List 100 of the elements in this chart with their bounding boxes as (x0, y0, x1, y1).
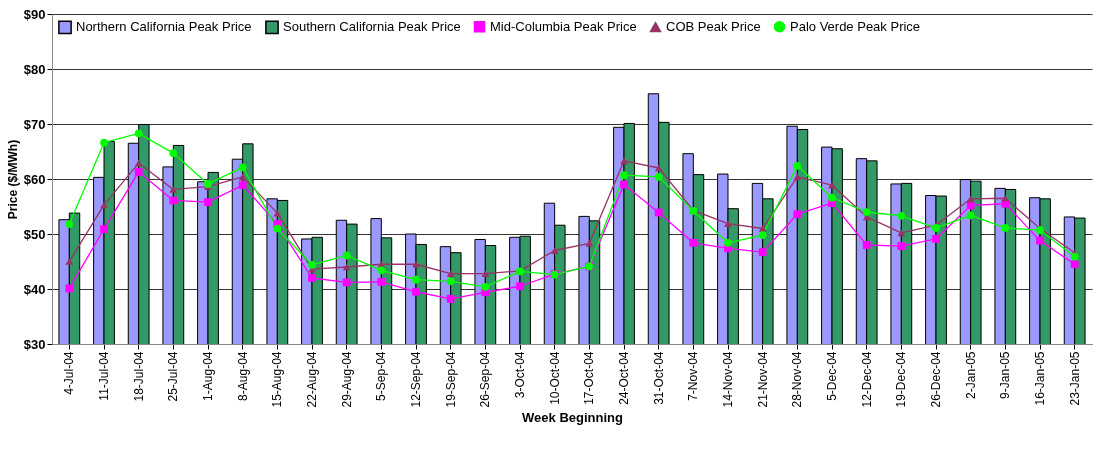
point (966, 201, 975, 210)
point (793, 173, 802, 181)
x-tick-label: 19-Dec-04 (894, 351, 909, 408)
point (169, 196, 178, 205)
point (342, 278, 351, 287)
point (966, 195, 975, 203)
point (862, 241, 871, 249)
point (724, 238, 732, 247)
point (897, 211, 906, 220)
x-tick-label: 5-Sep-04 (374, 351, 389, 401)
point (793, 210, 802, 219)
x-tick-label: 14-Nov-04 (721, 351, 735, 408)
point (238, 173, 247, 181)
point (620, 171, 628, 180)
legend-label: Northern California Peak Price (76, 19, 252, 35)
x-tick-label: 12-Dec-04 (859, 351, 874, 408)
x-tick-label: 8-Aug-04 (235, 351, 250, 401)
point (897, 242, 906, 250)
y-axis-title: Price ($/MWh) (5, 139, 20, 220)
point (1070, 252, 1079, 261)
x-tick-label: 29-Aug-04 (339, 351, 354, 408)
x-tick-label: 9-Jan-05 (998, 351, 1013, 399)
point (481, 270, 490, 277)
x-tick-label: 25-Jul-04 (166, 351, 181, 402)
point (654, 172, 663, 181)
point (308, 274, 316, 282)
x-tick-label: 15-Aug-04 (270, 351, 285, 408)
point (238, 163, 247, 172)
y-tick-label: $90 (23, 6, 46, 22)
point (689, 238, 698, 247)
point (862, 208, 871, 216)
x-tick-label: 7-Nov-04 (686, 351, 701, 401)
point (273, 224, 282, 233)
x-tick-label: 1-Aug-04 (201, 351, 215, 401)
y-tick-label: $80 (23, 61, 46, 77)
point (377, 266, 386, 275)
point (1001, 194, 1010, 202)
point (828, 193, 836, 202)
point (65, 220, 74, 228)
point (204, 198, 212, 206)
point (169, 186, 178, 193)
x-tick-label: 26-Sep-04 (478, 351, 493, 408)
point (65, 284, 74, 293)
y-tick-label: $40 (23, 281, 46, 297)
point (100, 225, 108, 233)
x-tick-label: 26-Dec-04 (929, 351, 943, 408)
point (377, 277, 386, 286)
x-tick-label: 12-Sep-04 (409, 351, 423, 408)
x-tick-label: 5-Dec-04 (825, 351, 839, 401)
point (758, 231, 767, 239)
point (758, 248, 767, 257)
point (238, 181, 247, 189)
point (620, 180, 628, 189)
legend-label: COB Peak Price (666, 19, 761, 35)
point (724, 220, 732, 227)
point (169, 149, 178, 158)
legend-label: Mid-Columbia Peak Price (490, 18, 637, 34)
point (897, 229, 906, 237)
point (932, 235, 940, 243)
point (758, 225, 767, 232)
point (1036, 236, 1044, 245)
point (100, 201, 108, 209)
point (412, 275, 420, 284)
point (100, 138, 108, 147)
x-tick-label: 18-Jul-04 (131, 351, 146, 402)
point (516, 282, 524, 291)
point (134, 129, 143, 138)
point (481, 282, 490, 291)
x-tick-label: 17-Oct-04 (582, 351, 597, 405)
x-tick-label: 19-Sep-04 (443, 351, 458, 408)
x-tick-label: 4-Jul-04 (62, 351, 77, 395)
point (446, 277, 455, 286)
x-tick-label: 21-Nov-04 (755, 351, 770, 408)
point (620, 157, 628, 165)
y-tick-label: $70 (23, 116, 46, 132)
x-tick-label: 31-Oct-04 (651, 351, 666, 405)
y-tick-label: $30 (23, 336, 46, 352)
y-tick-label: $60 (23, 171, 46, 187)
y-tick-label: $50 (23, 226, 46, 242)
x-tick-label: 28-Nov-04 (790, 351, 805, 408)
x-tick-label: 11-Jul-04 (97, 351, 111, 401)
point (412, 260, 420, 268)
point (65, 258, 74, 265)
x-axis-title: Week Beginning (522, 409, 623, 425)
point (446, 295, 455, 303)
x-tick-label: 16-Jan-05 (1033, 351, 1047, 406)
point (966, 211, 975, 220)
point (412, 287, 420, 296)
x-tick-label: 24-Oct-04 (617, 351, 631, 405)
point (585, 240, 594, 247)
x-tick-label: 3-Oct-04 (513, 351, 527, 399)
point (134, 167, 143, 176)
point (342, 251, 351, 260)
x-tick-label: 10-Oct-04 (547, 351, 562, 405)
point (1001, 224, 1010, 232)
point (308, 260, 316, 269)
x-tick-label: 2-Jan-05 (963, 351, 978, 399)
point (654, 208, 663, 217)
x-tick-label: 23-Jan-05 (1067, 351, 1082, 406)
legend-label: Palo Verde Peak Price (790, 18, 921, 34)
